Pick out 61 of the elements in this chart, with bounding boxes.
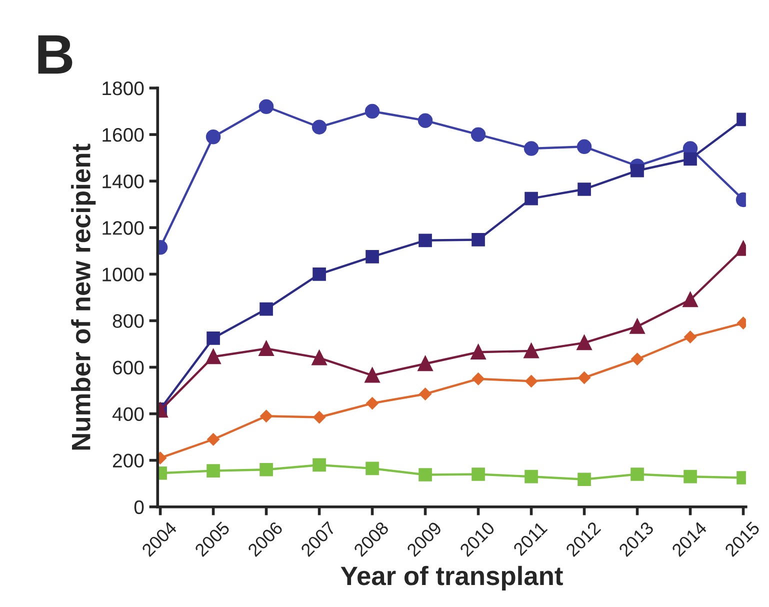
point (312, 267, 326, 281)
point (206, 130, 221, 144)
point (630, 468, 644, 481)
y-tick-label: 1600 (102, 128, 144, 142)
point (524, 344, 539, 358)
point (312, 458, 326, 472)
chart-title: B (38, 35, 72, 74)
point (578, 182, 591, 196)
y-tick-label: 0 (134, 500, 144, 514)
point (312, 350, 327, 366)
point (472, 233, 485, 246)
point (364, 104, 380, 119)
point (684, 330, 696, 344)
point (578, 372, 590, 384)
point (207, 433, 220, 446)
point (260, 462, 273, 476)
point (524, 141, 539, 156)
y-tick-label: 1400 (102, 174, 144, 188)
point (472, 468, 485, 481)
point (630, 164, 644, 178)
point (470, 344, 486, 360)
y-tick-label: 1000 (102, 268, 144, 282)
point (682, 292, 698, 308)
point (630, 319, 645, 334)
point (366, 462, 379, 476)
y-tick-label: 600 (113, 360, 144, 374)
point (366, 397, 378, 410)
point (206, 331, 220, 345)
point (258, 341, 274, 356)
point (418, 234, 432, 248)
y-axis-title: Number of new recipient (71, 144, 96, 450)
y-tick-label: 200 (112, 454, 144, 468)
point (364, 368, 380, 383)
point (418, 468, 432, 482)
y-tick-label: 1200 (102, 221, 144, 235)
y-tick-label: 400 (112, 407, 144, 422)
point (524, 470, 538, 484)
point (419, 388, 432, 400)
y-tick-label: 1800 (102, 81, 144, 96)
point (631, 353, 644, 366)
y-tick-label: 800 (112, 314, 144, 328)
point (206, 464, 220, 478)
point (258, 99, 274, 114)
point (312, 120, 327, 134)
point (418, 356, 433, 372)
point (576, 335, 592, 350)
point (470, 127, 486, 142)
point (684, 152, 697, 166)
point (524, 192, 538, 206)
point (525, 375, 538, 388)
point (578, 472, 591, 486)
point (472, 372, 484, 385)
point (260, 410, 272, 422)
point (260, 302, 273, 316)
point (684, 470, 697, 484)
point (313, 411, 326, 424)
point (576, 139, 592, 154)
point (366, 250, 379, 264)
x-axis-title: Year of transplant (340, 566, 563, 590)
point (418, 113, 433, 128)
point (206, 349, 221, 364)
